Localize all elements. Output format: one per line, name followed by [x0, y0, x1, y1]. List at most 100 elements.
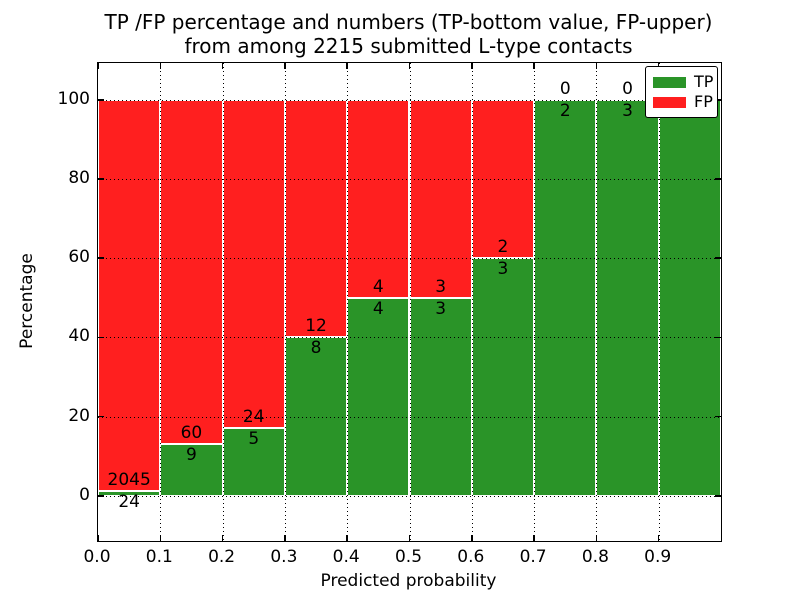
tp-count-label: 3 — [497, 259, 509, 280]
legend: TP FP — [645, 66, 718, 118]
x-tick-mark — [284, 63, 286, 69]
x-tick-label: 0.9 — [644, 547, 672, 567]
legend-entry-label: TP — [694, 72, 714, 91]
x-tick-label: 0.0 — [83, 547, 111, 567]
x-tick-label: 0.6 — [457, 547, 485, 567]
fp-count-label: 12 — [305, 316, 327, 337]
x-tick-mark — [221, 63, 224, 69]
y-tick-mark — [98, 415, 104, 418]
tp-count-label: 5 — [248, 428, 260, 449]
y-tick-mark — [98, 178, 104, 180]
x-tick-mark — [97, 63, 99, 69]
tp-legend-swatch — [653, 76, 686, 88]
vertical-gridline — [534, 63, 536, 541]
x-tick-mark — [408, 63, 411, 69]
x-axis-label: Predicted probability — [320, 571, 497, 591]
x-tick-mark — [471, 535, 473, 541]
x-tick-mark — [471, 63, 473, 69]
x-tick-mark — [595, 63, 598, 69]
fp-count-label: 4 — [372, 276, 384, 297]
tp-count-label: 9 — [186, 445, 197, 466]
vertical-gridline — [284, 63, 286, 541]
vertical-gridline — [222, 63, 224, 541]
fp-count-label: 2045 — [107, 470, 151, 491]
x-tick-mark — [657, 535, 660, 541]
tp-bar-segment — [409, 297, 472, 496]
y-tick-label: 100 — [57, 88, 90, 109]
y-tick-label: 20 — [68, 405, 90, 426]
vertical-gridline — [409, 63, 411, 541]
x-tick-label: 0.5 — [394, 547, 423, 567]
chart-title-line1: TP /FP percentage and numbers (TP-bottom… — [104, 10, 713, 34]
x-tick-label: 0.2 — [208, 547, 236, 567]
x-tick-mark — [159, 535, 162, 541]
vertical-gridline — [658, 63, 660, 541]
y-tick-mark — [715, 415, 721, 418]
x-tick-mark — [284, 535, 286, 541]
y-tick-label: 0 — [79, 484, 90, 505]
tp-count-label: 24 — [118, 492, 140, 513]
fp-bar-segment — [409, 99, 472, 298]
y-tick-mark — [98, 495, 104, 497]
vertical-gridline — [347, 63, 349, 541]
x-tick-mark — [533, 63, 535, 69]
fp-count-label: 60 — [180, 423, 203, 444]
x-tick-mark — [159, 63, 162, 69]
fp-count-label: 3 — [435, 276, 447, 297]
x-tick-mark — [97, 535, 99, 541]
x-tick-label: 0.8 — [581, 547, 609, 567]
x-tick-mark — [408, 535, 411, 541]
tp-bar-segment — [596, 99, 659, 496]
fp-bar-segment — [284, 99, 348, 338]
x-tick-label: 0.1 — [145, 547, 173, 567]
fp-bar-segment — [347, 99, 410, 298]
tp-bar-segment — [471, 258, 535, 496]
legend-entry: FP — [653, 92, 713, 112]
tp-count-label: 3 — [435, 298, 447, 319]
fp-bar-segment — [98, 99, 161, 492]
tp-count-label: 3 — [622, 100, 633, 121]
fp-count-label: 0 — [622, 78, 633, 99]
x-tick-mark — [346, 535, 348, 541]
y-tick-label: 40 — [68, 326, 90, 347]
tp-count-label: 4 — [372, 298, 384, 319]
x-tick-label: 0.3 — [270, 547, 298, 567]
legend-entry: TP — [653, 72, 714, 92]
fp-bar-segment — [222, 99, 285, 428]
x-tick-mark — [595, 535, 598, 541]
y-tick-mark — [98, 257, 104, 259]
y-tick-mark — [98, 99, 104, 101]
tp-count-label: 2 — [559, 100, 571, 121]
x-tick-label: 0.7 — [519, 547, 547, 567]
y-tick-mark — [715, 336, 721, 339]
fp-count-label: 24 — [242, 406, 265, 427]
y-tick-mark — [715, 495, 721, 497]
y-tick-mark — [715, 99, 721, 101]
fp-bar-segment — [160, 99, 223, 445]
x-tick-label: 0.4 — [332, 547, 360, 567]
fp-count-label: 2 — [497, 237, 509, 258]
tp-bar-segment — [534, 99, 597, 496]
y-tick-mark — [715, 257, 721, 259]
legend-entry-label: FP — [694, 92, 713, 111]
x-tick-mark — [221, 535, 224, 541]
chart-title-line2: from among 2215 submitted L-type contact… — [184, 34, 633, 58]
y-tick-label: 60 — [68, 247, 90, 268]
x-tick-mark — [533, 535, 535, 541]
vertical-gridline — [596, 63, 598, 541]
tp-bar-segment — [98, 491, 161, 496]
vertical-gridline — [471, 63, 473, 541]
chart-title: TP /FP percentage and numbers (TP-bottom… — [97, 10, 720, 58]
tp-count-label: 8 — [310, 338, 322, 359]
y-tick-mark — [715, 178, 721, 180]
vertical-gridline — [160, 63, 162, 541]
plot-area: 204524609245128443323020304 — [97, 62, 722, 542]
y-tick-mark — [98, 336, 104, 339]
y-tick-label: 80 — [68, 168, 90, 189]
fp-legend-swatch — [653, 96, 686, 108]
fp-count-label: 0 — [559, 78, 571, 99]
tp-bar-segment — [347, 297, 410, 496]
tp-bar-segment — [160, 444, 223, 496]
tp-bar-segment — [658, 99, 721, 496]
